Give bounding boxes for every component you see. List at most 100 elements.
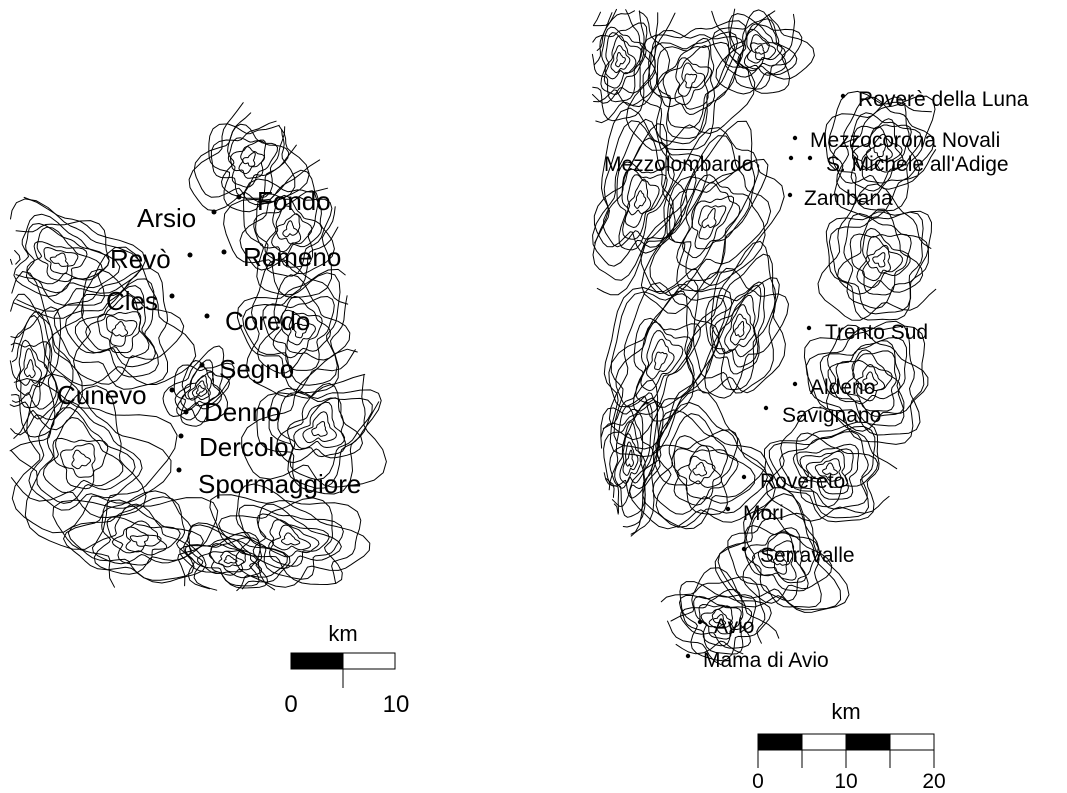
contour-line	[18, 348, 42, 386]
contour-line	[633, 190, 647, 209]
contour-line	[197, 538, 262, 579]
contour-line	[737, 23, 786, 72]
contour-line	[282, 220, 298, 238]
contour-line	[257, 274, 351, 374]
contour-line	[10, 378, 178, 550]
contour-line	[817, 183, 937, 321]
contour-line	[235, 483, 371, 588]
contour-line	[218, 497, 343, 585]
contour-line	[209, 494, 362, 591]
place-dot	[792, 135, 798, 141]
contour-line	[245, 258, 356, 398]
contour-line	[640, 330, 684, 392]
contour-line	[666, 158, 769, 292]
contour-line	[252, 503, 342, 569]
contour-line	[671, 435, 739, 506]
contour-line	[52, 437, 109, 490]
contour-line	[814, 458, 842, 482]
contour-line	[619, 433, 643, 484]
place-dot	[792, 381, 798, 387]
place-label-segno: Segno	[219, 354, 294, 384]
contour-line	[653, 429, 739, 515]
contour-line	[832, 96, 920, 190]
contour-line	[187, 375, 211, 401]
contour-line	[657, 37, 716, 115]
contour-line	[45, 246, 197, 387]
contour-line	[752, 531, 807, 584]
right-map-contours	[591, 8, 937, 666]
place-label-arsio: Arsio	[137, 203, 196, 233]
contour-line	[865, 133, 893, 161]
contour-line	[592, 11, 671, 124]
contour-line	[647, 30, 745, 145]
scale-unit-label: km	[328, 621, 357, 646]
scale-segment-black	[845, 733, 891, 751]
contour-line	[23, 359, 36, 379]
contour-line	[714, 487, 850, 613]
contour-line	[26, 226, 103, 285]
contour-line	[872, 252, 886, 268]
contour-line	[704, 267, 789, 399]
scale-segment-white	[342, 652, 396, 670]
contour-line	[679, 581, 772, 662]
contour-line	[849, 233, 912, 296]
contour-line	[693, 595, 752, 647]
contour-line	[271, 205, 313, 253]
contour-line	[11, 271, 83, 439]
left-map-places: Fondo Arsio Revò Romeno Cles Coredo Segn…	[57, 186, 361, 499]
place-label-romeno: Romeno	[243, 242, 341, 272]
contour-line	[682, 182, 741, 259]
contour-line	[754, 44, 765, 55]
contour-line	[646, 338, 675, 380]
contour-line	[91, 503, 192, 565]
contour-line	[183, 522, 291, 590]
place-dot	[725, 506, 731, 512]
place-dot	[199, 362, 205, 368]
contour-line	[97, 311, 142, 354]
contour-line	[293, 322, 308, 339]
contour-line	[10, 293, 74, 436]
place-label-mezzolombardo: Mezzolombardo	[604, 153, 753, 176]
contour-line	[111, 520, 168, 556]
contour-line	[173, 362, 235, 427]
place-dot	[741, 546, 747, 552]
place-label-mezzocorona-novali: Mezzocorona Novali	[810, 129, 1000, 152]
contour-line	[176, 360, 230, 421]
contour-line	[36, 407, 136, 504]
contour-line	[649, 135, 772, 296]
contour-line	[826, 324, 929, 432]
left-scale-bar: km 0 10	[284, 621, 409, 718]
place-dot	[169, 293, 175, 299]
place-label-coredo: Coredo	[225, 306, 310, 336]
contour-line	[67, 496, 195, 581]
contour-line	[10, 306, 62, 438]
contour-line	[844, 349, 901, 405]
contour-line	[256, 513, 330, 567]
right-map-places: Roverè della Luna Mezzocorona Novali Mez…	[604, 88, 1029, 672]
contour-line	[64, 278, 159, 378]
contour-line	[223, 159, 336, 299]
contour-line	[184, 537, 261, 587]
contour-line	[763, 421, 880, 523]
contour-line	[272, 295, 331, 359]
contour-line	[610, 45, 631, 74]
contour-line	[862, 371, 878, 386]
place-dot	[183, 409, 189, 415]
place-dot	[187, 252, 193, 258]
contour-line	[648, 31, 738, 139]
place-dot	[211, 209, 217, 215]
contour-line	[74, 285, 156, 368]
contour-line	[792, 443, 860, 500]
place-label-fondo: Fondo	[257, 186, 331, 216]
contour-line	[744, 527, 809, 592]
contour-line	[603, 32, 643, 89]
place-dot	[763, 405, 769, 411]
contour-line	[209, 550, 246, 573]
contour-line	[179, 532, 269, 589]
contour-line	[677, 62, 706, 97]
contour-line	[861, 126, 903, 171]
contour-line	[698, 205, 727, 240]
place-label-revo: Revò	[110, 244, 171, 274]
contour-line	[262, 296, 335, 371]
contour-line	[656, 41, 730, 129]
